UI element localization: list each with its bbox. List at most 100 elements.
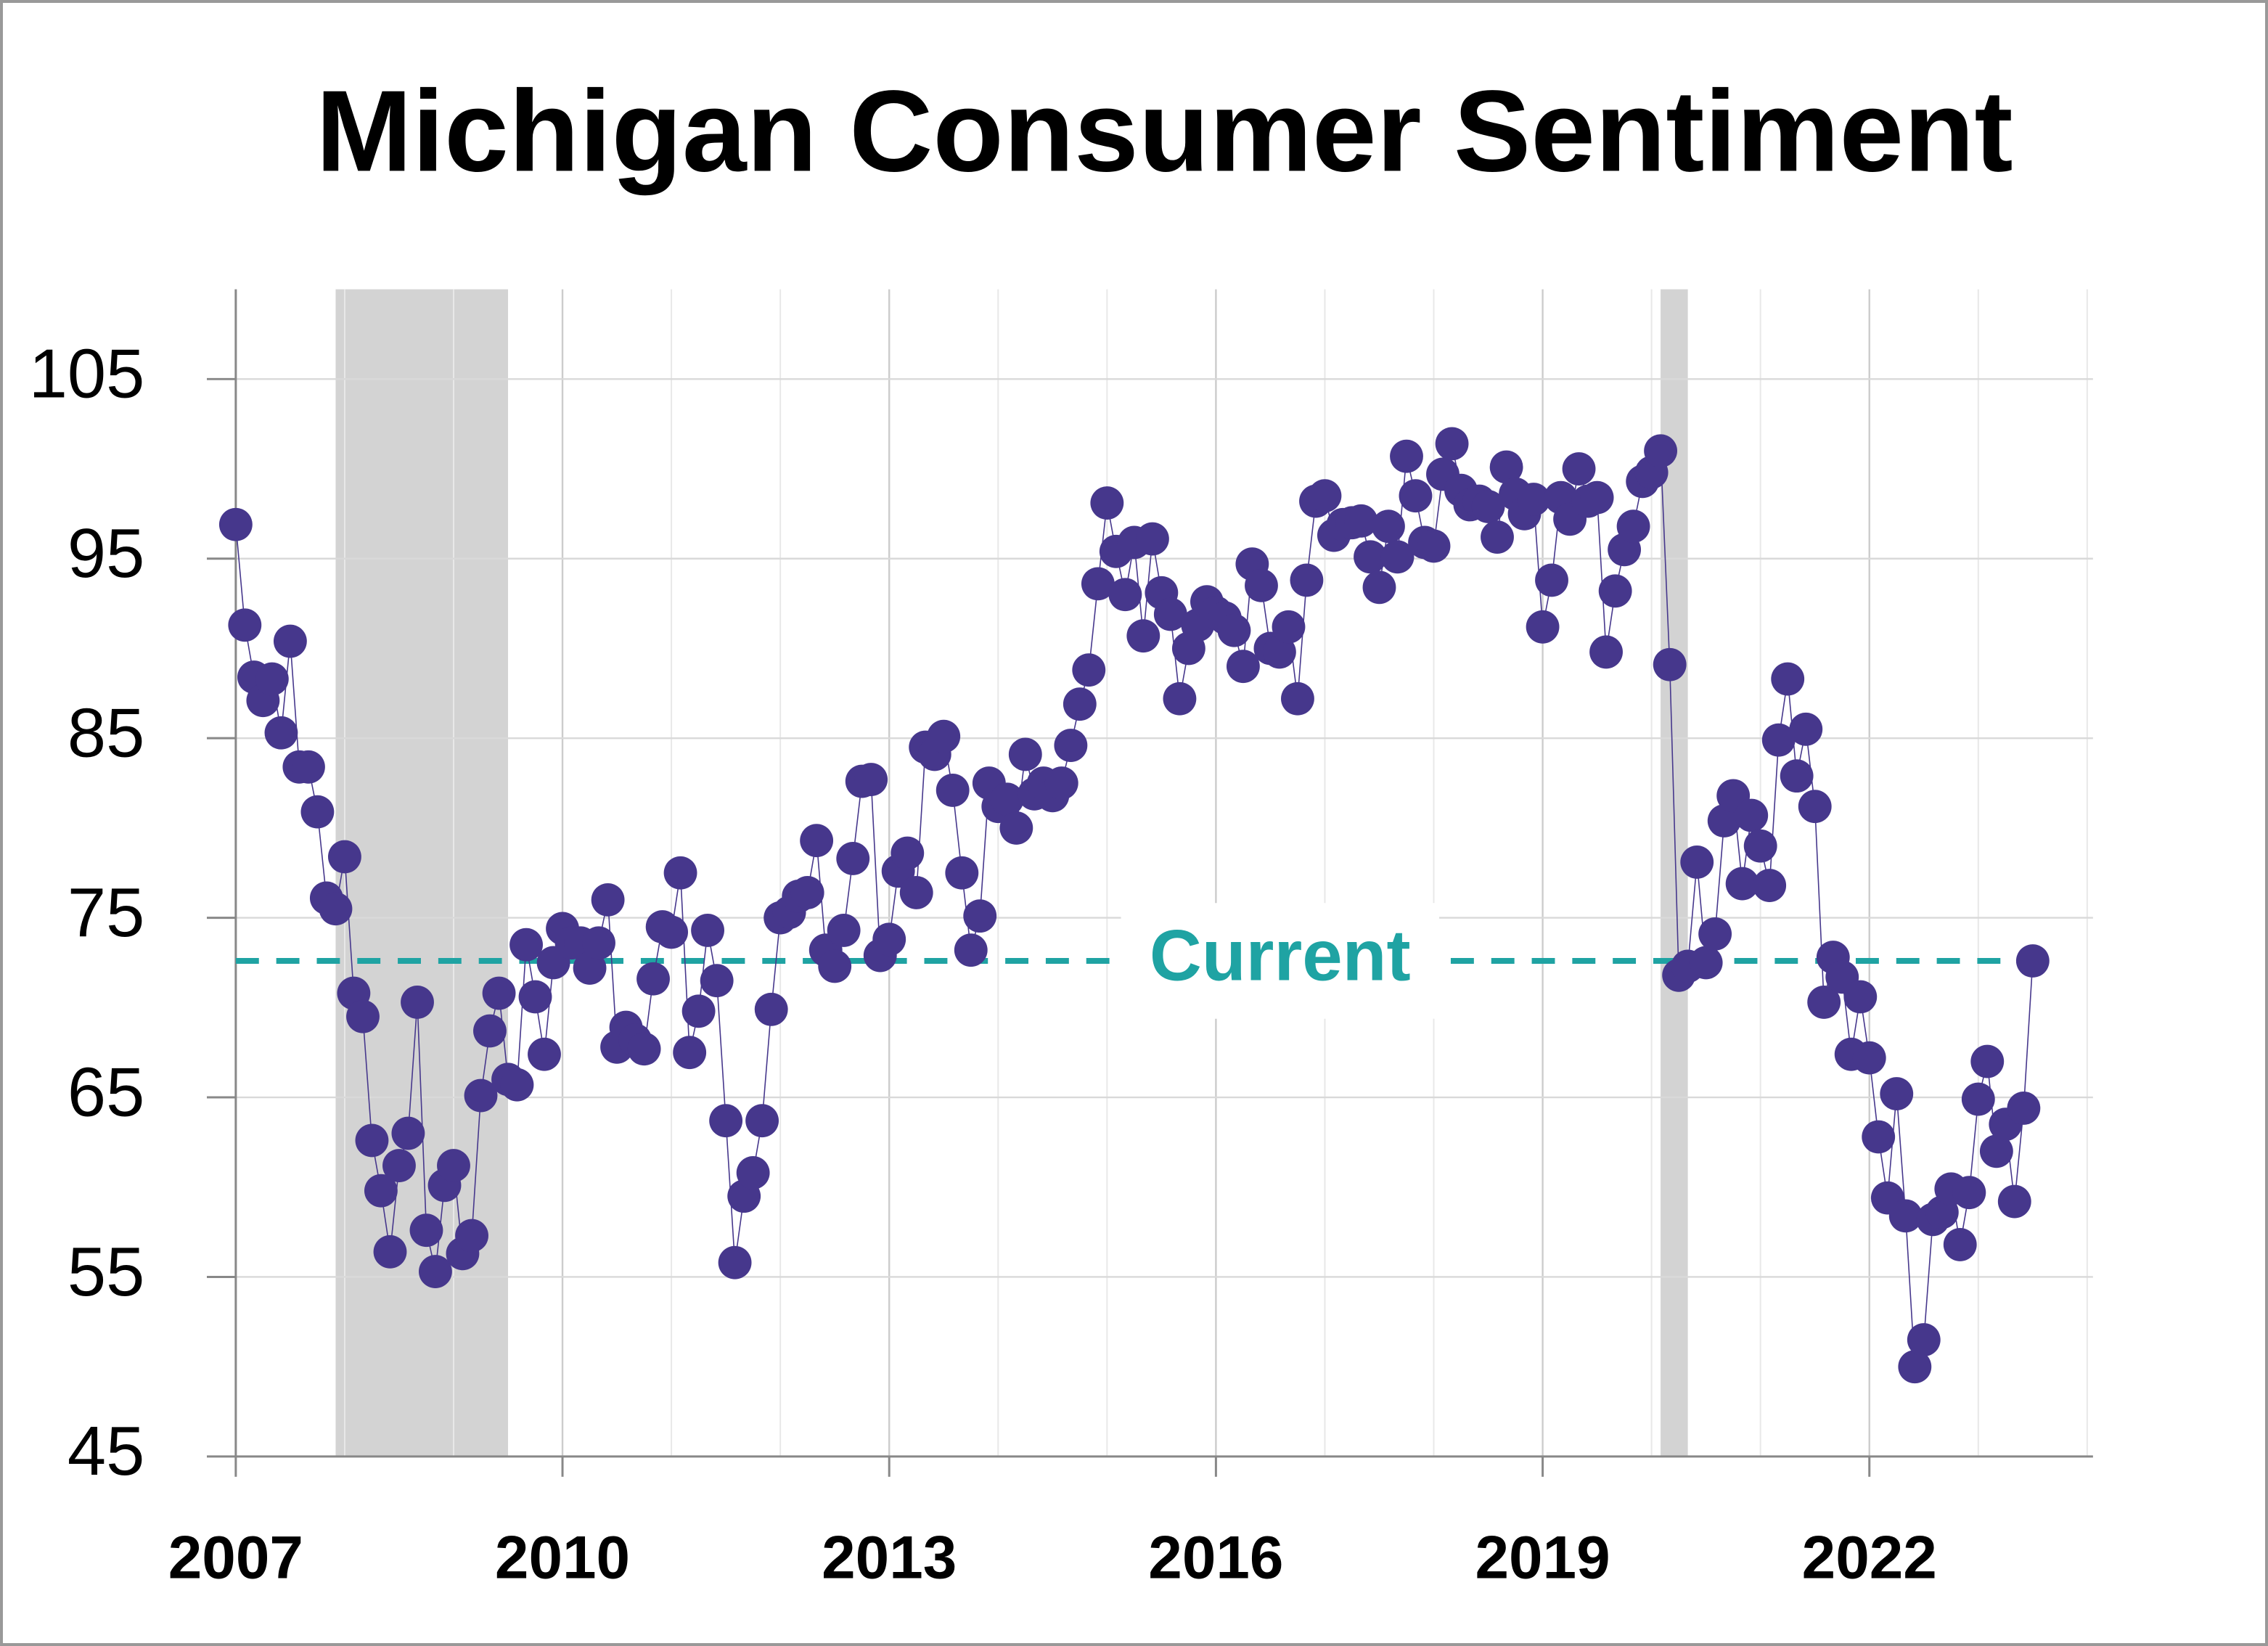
data-point	[1598, 574, 1632, 608]
reference-label: Current	[1150, 915, 1411, 996]
data-point	[709, 1104, 743, 1138]
data-point	[691, 914, 724, 947]
data-point	[754, 992, 788, 1026]
data-point	[1354, 540, 1387, 574]
data-point	[1008, 737, 1042, 771]
data-point	[1362, 570, 1396, 605]
data-point	[582, 926, 615, 960]
data-point	[745, 1104, 779, 1138]
data-point	[1044, 766, 1078, 800]
data-point	[891, 836, 925, 870]
data-point	[1653, 647, 1687, 681]
data-point	[1753, 869, 1787, 902]
data-point	[663, 856, 697, 890]
data-point	[1417, 529, 1451, 563]
data-point	[1535, 563, 1568, 597]
data-point	[1435, 427, 1469, 461]
data-point	[1262, 635, 1296, 669]
x-tick-label: 2013	[822, 1523, 957, 1592]
data-point	[1843, 980, 1878, 1014]
data-point	[419, 1255, 452, 1288]
data-point	[990, 782, 1024, 816]
data-point	[999, 811, 1033, 845]
data-point	[573, 951, 607, 985]
data-point	[1698, 917, 1732, 951]
data-point	[528, 1037, 561, 1071]
data-point	[473, 1014, 507, 1048]
y-tick-label: 55	[67, 1233, 144, 1311]
data-point	[673, 1036, 707, 1070]
data-point	[1580, 480, 1614, 515]
data-point	[1217, 613, 1251, 647]
data-point	[509, 928, 543, 962]
data-point	[1898, 1350, 1932, 1384]
data-point	[655, 915, 689, 949]
data-point	[355, 1123, 389, 1158]
data-point	[1789, 712, 1823, 746]
data-point	[1290, 563, 1324, 597]
data-point	[500, 1068, 534, 1102]
data-point	[273, 624, 307, 658]
data-point	[1852, 1041, 1886, 1075]
data-point	[899, 876, 933, 909]
data-point	[1163, 681, 1197, 716]
x-tick-label: 2010	[495, 1523, 630, 1592]
data-point	[319, 892, 353, 926]
data-point	[373, 1234, 407, 1269]
data-point	[1245, 568, 1278, 602]
data-point	[1725, 867, 1759, 901]
data-point	[936, 774, 970, 807]
data-point	[1072, 653, 1106, 687]
data-point	[1063, 687, 1097, 721]
data-point	[1054, 729, 1088, 762]
data-point	[1481, 520, 1514, 554]
data-point	[800, 824, 834, 858]
x-tick-label: 2022	[1802, 1523, 1937, 1592]
data-point	[1743, 829, 1777, 863]
data-point	[1798, 790, 1832, 824]
reference-label-bg	[1121, 903, 1440, 1019]
data-point	[482, 976, 516, 1010]
data-point	[218, 507, 253, 541]
data-point	[854, 763, 888, 797]
data-point	[718, 1245, 752, 1279]
data-point	[700, 964, 734, 998]
data-point	[818, 949, 852, 983]
data-point	[1644, 434, 1678, 468]
y-tick-label: 85	[67, 694, 144, 771]
chart-title: Michigan Consumer Sentiment	[316, 66, 2013, 195]
data-point	[1135, 522, 1169, 556]
data-point	[1380, 540, 1415, 574]
data-point	[1153, 597, 1187, 631]
data-point	[1090, 486, 1124, 520]
data-point	[591, 883, 625, 917]
data-point	[1226, 650, 1260, 684]
recession-band	[335, 289, 509, 1457]
data-point	[954, 933, 988, 967]
data-point	[1517, 483, 1551, 517]
data-point	[1862, 1120, 1896, 1154]
data-point	[1562, 452, 1596, 486]
data-point	[1780, 759, 1814, 793]
recession-band	[1661, 289, 1688, 1457]
data-point	[1735, 798, 1769, 832]
y-tick-label: 105	[29, 335, 145, 413]
data-point	[401, 985, 434, 1019]
data-point	[1372, 509, 1405, 544]
data-point	[391, 1116, 425, 1150]
data-point	[1880, 1077, 1914, 1111]
data-point	[1979, 1134, 2013, 1168]
data-point	[292, 750, 325, 784]
data-point	[1108, 578, 1142, 612]
y-tick-label: 95	[67, 515, 144, 592]
data-point	[1970, 1044, 2005, 1078]
data-point	[1081, 567, 1115, 601]
data-point	[945, 856, 979, 890]
data-point	[518, 980, 552, 1014]
data-point	[1888, 1199, 1923, 1233]
y-tick-label: 65	[67, 1053, 144, 1131]
data-point	[1707, 804, 1741, 838]
data-point	[1689, 946, 1723, 980]
data-point	[1489, 450, 1523, 484]
data-point	[1344, 504, 1378, 538]
